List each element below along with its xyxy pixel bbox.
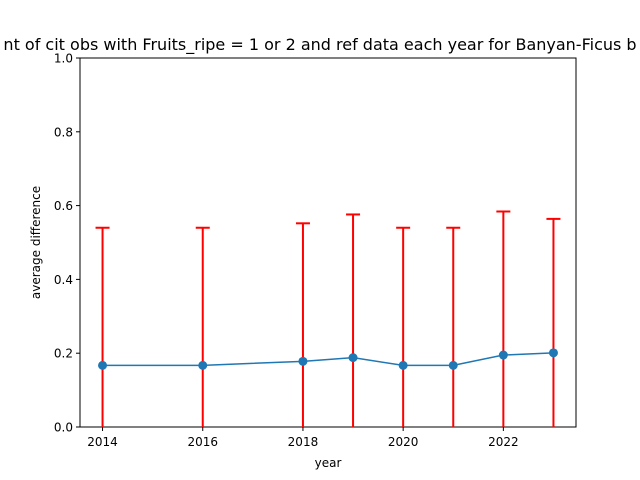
x-tick-label: 2020 [388,435,419,449]
x-tick-label: 2018 [288,435,319,449]
y-axis-label: average difference [29,186,43,299]
y-tick-label: 0.8 [54,125,73,139]
x-axis-label: year [315,456,342,470]
error-bars [95,210,561,427]
axes-frame [79,57,577,428]
chart-title: nt of cit obs with Fruits_ripe = 1 or 2 … [3,35,636,55]
data-point [98,360,108,370]
data-point [298,356,308,366]
y-axis-ticks: 0.0 0.2 0.4 0.6 0.8 1.0 [54,52,80,435]
data-point [448,360,458,370]
data-point [348,353,358,363]
x-tick-label: 2014 [87,435,118,449]
x-tick-label: 2022 [488,435,519,449]
series-line [102,352,554,367]
y-tick-label: 0.4 [54,273,73,287]
y-tick-label: 0.2 [54,347,73,361]
series-markers [98,348,558,370]
data-point [498,350,508,360]
x-tick-label: 2016 [187,435,218,449]
y-tick-label: 0.0 [54,421,73,435]
plot-area [79,57,577,428]
x-axis-ticks: 2014 2016 2018 2020 2022 [87,427,519,449]
data-point [398,360,408,370]
y-tick-label: 1.0 [54,52,73,66]
y-tick-label: 0.6 [54,199,73,213]
series-line-group [102,352,554,367]
data-point [548,348,558,358]
data-point [198,360,208,370]
